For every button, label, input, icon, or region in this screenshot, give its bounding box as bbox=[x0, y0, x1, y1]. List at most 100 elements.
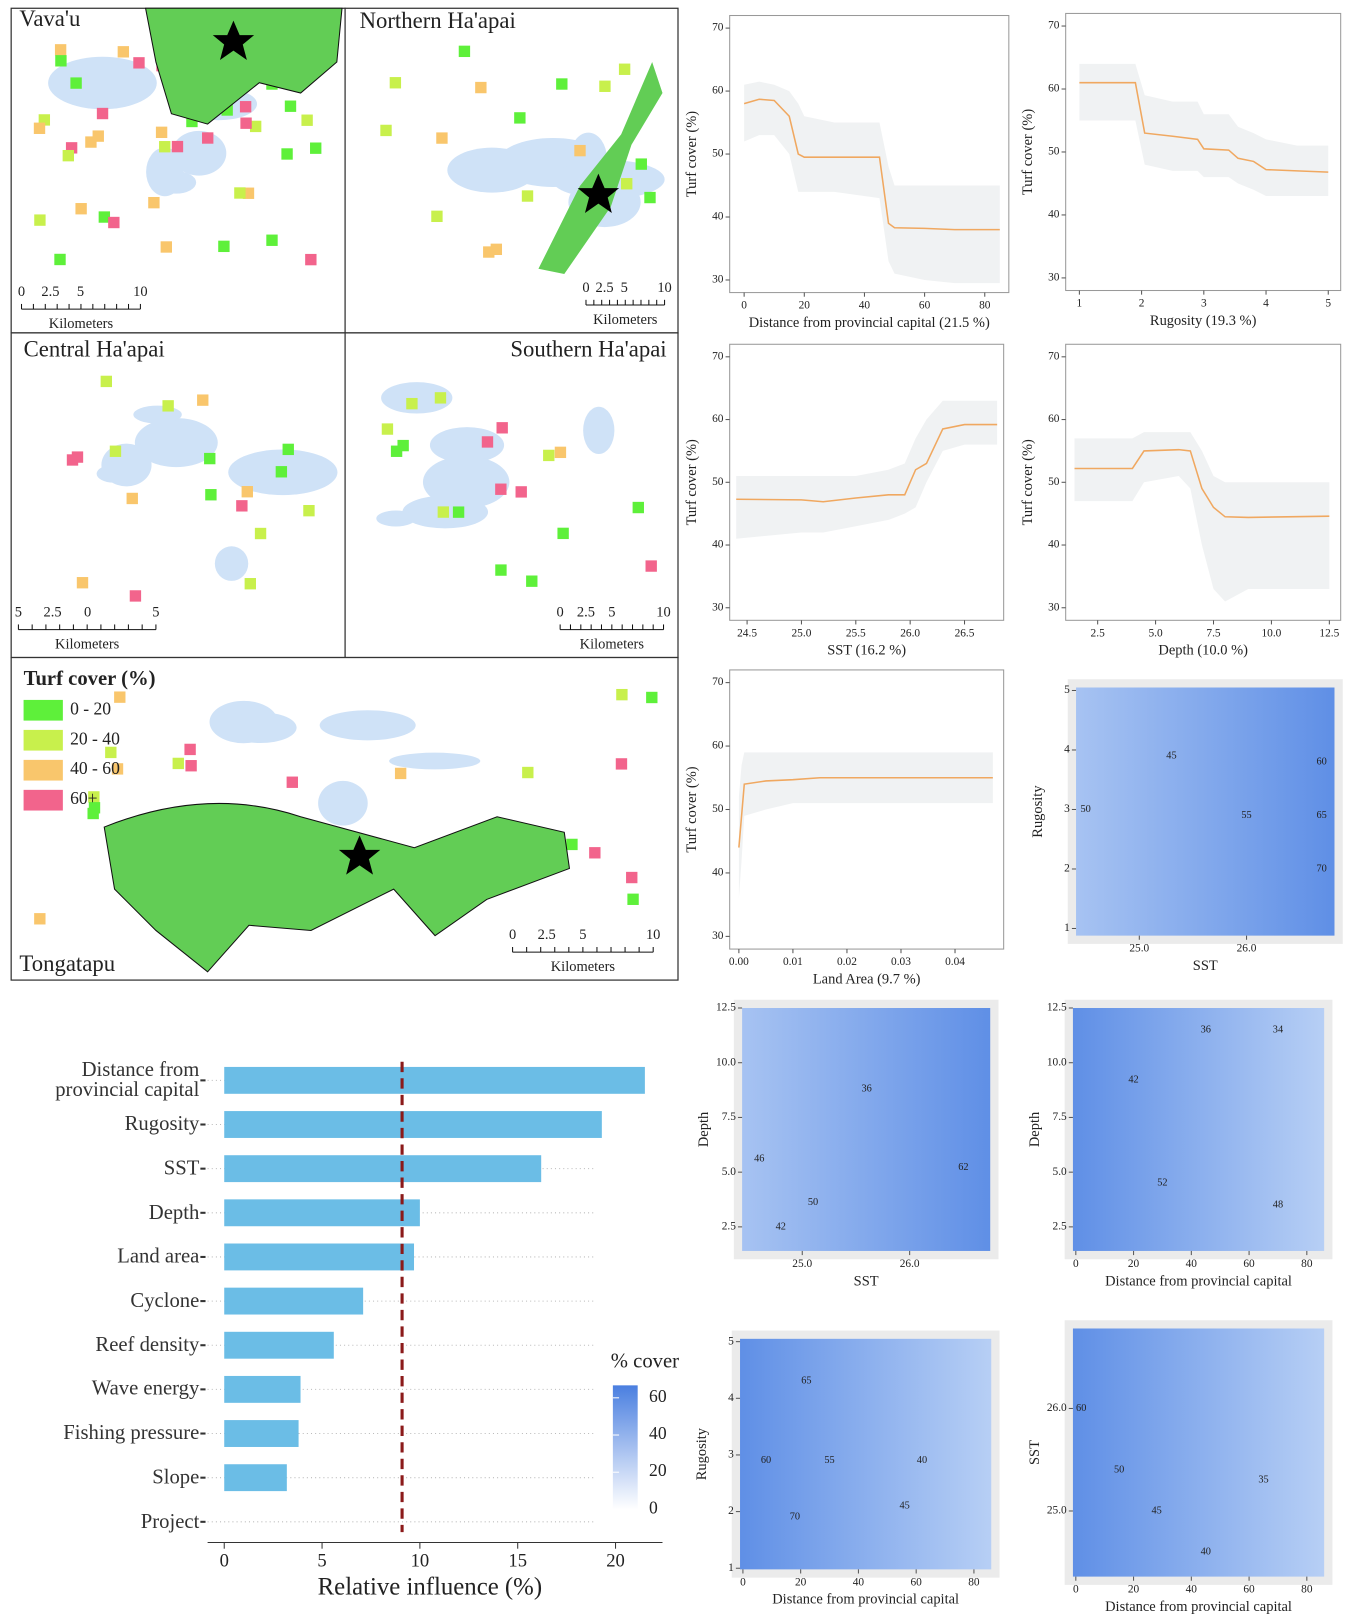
contour-label: 36 bbox=[862, 1083, 872, 1094]
survey-cell bbox=[205, 489, 217, 501]
survey-cell bbox=[221, 104, 233, 116]
confidence-band bbox=[1074, 432, 1330, 602]
y-tick-label: 1 bbox=[728, 1562, 734, 1574]
x-tick-label: 5 bbox=[1325, 298, 1331, 310]
y-tick-label: 5.0 bbox=[722, 1166, 737, 1178]
colorbar bbox=[612, 1385, 638, 1510]
survey-cell bbox=[109, 445, 122, 457]
survey-cell bbox=[490, 243, 503, 256]
y-tick-label: 10.0 bbox=[1047, 1056, 1067, 1068]
bar bbox=[224, 1420, 299, 1447]
contour-label: 40 bbox=[917, 1455, 927, 1466]
survey-cell bbox=[275, 466, 288, 478]
scale-label: 10 bbox=[646, 927, 660, 943]
scale-unit: Kilometers bbox=[49, 316, 114, 332]
y-tick-label: 25.0 bbox=[1047, 1505, 1067, 1517]
survey-cell bbox=[495, 564, 507, 576]
contour-label: 48 bbox=[1273, 1199, 1283, 1210]
y-tick-label: 7.5 bbox=[1053, 1111, 1068, 1123]
plot-frame bbox=[729, 669, 1005, 950]
survey-cell bbox=[65, 142, 78, 154]
category-label-box: Rugosity bbox=[125, 1114, 200, 1135]
survey-cell bbox=[184, 743, 196, 756]
legend-swatch bbox=[23, 729, 63, 751]
y-tick-label: Slope bbox=[152, 1465, 200, 1489]
survey-cell bbox=[98, 211, 111, 223]
survey-cell bbox=[397, 439, 409, 452]
y-tick-label: SST bbox=[163, 1156, 200, 1180]
survey-cell bbox=[618, 63, 631, 75]
survey-cell bbox=[88, 802, 101, 814]
y-tick-label: 7.5 bbox=[722, 1111, 737, 1123]
x-axis-title: Distance from provincial capital (21.5 %… bbox=[749, 315, 990, 331]
y-tick-label: 70 bbox=[1048, 20, 1060, 32]
x-tick-label: 15 bbox=[508, 1550, 527, 1571]
colorbar-tick-label: 20 bbox=[649, 1460, 667, 1480]
category-label-box: SST bbox=[163, 1156, 200, 1180]
scale-label: 0 bbox=[509, 927, 516, 943]
contour-label: 40 bbox=[1201, 1546, 1211, 1557]
y-tick-label: Depth bbox=[148, 1200, 200, 1224]
survey-cell bbox=[644, 191, 656, 204]
survey-cell bbox=[33, 122, 46, 134]
survey-cell bbox=[71, 451, 84, 463]
y-tick-label: 70 bbox=[1048, 350, 1060, 362]
x-tick-label: 20 bbox=[606, 1550, 625, 1571]
survey-cell bbox=[75, 203, 87, 215]
survey-cell bbox=[38, 114, 51, 126]
survey-cell bbox=[574, 144, 586, 157]
x-tick-label: 2.5 bbox=[1091, 627, 1106, 639]
x-tick-label: 20 bbox=[795, 1576, 807, 1588]
contour-label: 60 bbox=[1076, 1403, 1086, 1414]
survey-cell bbox=[171, 140, 184, 153]
land bbox=[144, 7, 343, 125]
survey-cell bbox=[615, 758, 628, 770]
reef bbox=[133, 405, 182, 424]
survey-cell bbox=[162, 400, 174, 412]
capital-star bbox=[212, 20, 255, 60]
reef bbox=[429, 427, 505, 464]
survey-cell bbox=[632, 501, 644, 514]
reef bbox=[447, 147, 537, 193]
survey-cell bbox=[303, 504, 315, 517]
category-label-box: Cyclone bbox=[130, 1290, 199, 1311]
y-tick-label: 2 bbox=[728, 1505, 734, 1517]
survey-cell bbox=[515, 486, 527, 498]
legend-title: Turf cover (%) bbox=[24, 668, 156, 690]
contour-label: 50 bbox=[1081, 804, 1091, 815]
x-tick-label: 0.00 bbox=[729, 956, 749, 968]
y-axis-title: Depth bbox=[696, 1111, 712, 1147]
reef bbox=[224, 712, 297, 744]
x-tick-label: 40 bbox=[859, 300, 871, 312]
x-axis-title: SST bbox=[854, 1273, 879, 1289]
y-axis-title: SST bbox=[1027, 1440, 1043, 1465]
survey-cell bbox=[202, 132, 214, 144]
colorbar-tick-label: 0 bbox=[649, 1497, 658, 1517]
reef bbox=[214, 546, 249, 581]
survey-cell bbox=[514, 112, 526, 124]
y-tick-label: 12.5 bbox=[1047, 1002, 1067, 1014]
scale-label: 2.5 bbox=[538, 927, 556, 943]
x-tick-label: 60 bbox=[919, 300, 931, 312]
survey-cell bbox=[626, 871, 638, 884]
y-tick-label: 30 bbox=[1048, 601, 1060, 613]
bar bbox=[224, 1199, 420, 1227]
survey-cell bbox=[155, 126, 168, 139]
survey-cell bbox=[495, 483, 507, 495]
scale-label: 2.5 bbox=[596, 280, 614, 296]
survey-cell bbox=[406, 397, 418, 410]
heat-surface bbox=[1072, 1328, 1325, 1577]
y-tick-label: 3 bbox=[728, 1449, 734, 1461]
x-tick-label: 4 bbox=[1263, 298, 1269, 310]
survey-cell bbox=[114, 691, 126, 703]
y-tick-label: 3 bbox=[1064, 803, 1070, 815]
y-tick-label: 12.5 bbox=[716, 1002, 736, 1014]
survey-cell bbox=[431, 210, 443, 223]
survey-cell bbox=[616, 688, 628, 701]
scale-unit: Kilometers bbox=[580, 636, 645, 652]
x-tick-label: 40 bbox=[1186, 1584, 1198, 1596]
survey-cell bbox=[483, 246, 495, 258]
y-tick-label: 10.0 bbox=[716, 1056, 736, 1068]
reef bbox=[422, 455, 510, 509]
pd-line bbox=[743, 98, 1000, 231]
